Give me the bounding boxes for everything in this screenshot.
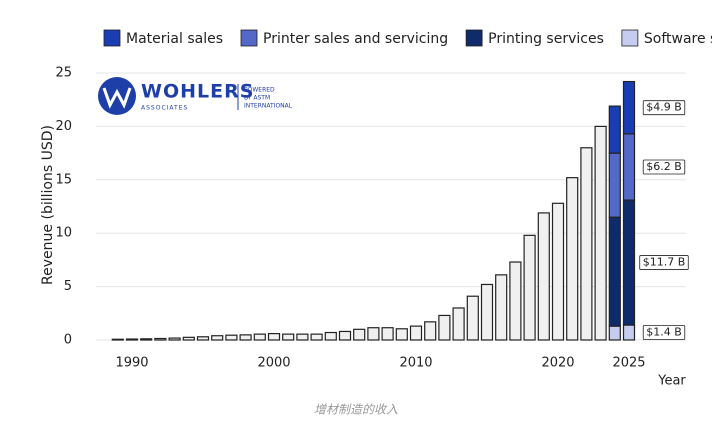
bar [409,325,423,341]
data-label-box [642,325,686,340]
x-tick-label: 2020 [541,356,574,371]
x-tick-label: 1990 [115,356,148,371]
bar [154,337,167,341]
bar [580,147,593,341]
data-label-text: $11.7 B [643,256,686,269]
data-label-box [642,100,686,116]
bar [296,333,309,341]
bar [310,333,323,341]
data-label: $11.7 B [639,255,689,270]
bar [381,327,394,341]
bar [353,328,366,341]
x-tick-label: 2010 [399,356,432,371]
data-label-text: $4.9 B [646,101,682,114]
bar [282,333,295,341]
bar [168,337,181,341]
logo-sub: ASSOCIATES [141,105,188,112]
bar [551,202,565,341]
bar [452,307,465,341]
y-tick-label: 25 [55,66,72,81]
y-tick-label: 20 [55,119,72,134]
logo-name: WOHLERS [141,81,254,103]
caption: 增材制造的收入 [314,403,398,417]
logo-powered: POWERED [244,87,275,94]
x-tick-label: 2025 [612,356,645,371]
data-label-box [639,255,689,270]
data-label: $6.2 B [642,159,686,175]
bar [424,321,437,341]
legend-label: Printer sales and servicing [263,31,448,47]
bar [267,332,281,341]
bar-segment [622,133,636,201]
data-label: $1.4 B [642,325,686,340]
legend-swatch [240,29,258,47]
bar [495,274,508,341]
bar-segment [622,199,636,326]
logo-circle [98,77,136,115]
bar [594,125,607,341]
legend-swatch [621,29,639,47]
bar [523,234,536,341]
bar [225,334,238,341]
bar-segment [608,105,621,154]
bar [438,314,451,341]
y-tick-label: 5 [64,279,72,294]
data-label: $4.9 B [642,100,686,116]
bar [466,295,479,341]
legend-label: Printing services [488,31,604,47]
bar-segment [608,216,621,327]
bar [111,338,124,341]
bar [480,283,494,341]
legend-swatch [103,29,121,47]
logo: WOHLERS ASSOCIATES POWERED BY ASTM INTER… [98,77,293,115]
x-axis-label: Year [657,374,686,389]
y-tick-label: 0 [64,333,72,348]
bar [196,336,210,341]
data-label-text: $1.4 B [646,326,682,339]
legend-label: Software sales [644,31,712,47]
bar [338,330,352,341]
bar [367,327,380,341]
bar [182,336,195,341]
bar [566,177,579,341]
bar [140,338,153,341]
logo-powered: BY ASTM [244,95,270,102]
data-label-text: $6.2 B [646,160,682,173]
bar [239,334,252,341]
bar [537,212,550,341]
logo-mark [102,87,132,109]
bar-segment [622,324,636,341]
bar [395,328,408,341]
logo-powered: INTERNATIONAL [244,103,293,110]
bar [125,338,139,341]
x-tick-label: 2000 [257,356,290,371]
y-axis-label: Revenue (billions USD) [40,125,56,285]
legend-label: Material sales [126,31,223,47]
bar [509,261,522,341]
legend-swatch [465,29,483,47]
y-tick-label: 10 [55,226,72,241]
y-tick-label: 15 [55,172,72,187]
data-label-box [642,159,686,175]
bar [324,331,337,341]
bar [253,333,266,341]
bar-segment [608,325,621,341]
bar-segment [608,152,621,218]
bar [211,335,224,341]
bar-segment [622,80,636,135]
